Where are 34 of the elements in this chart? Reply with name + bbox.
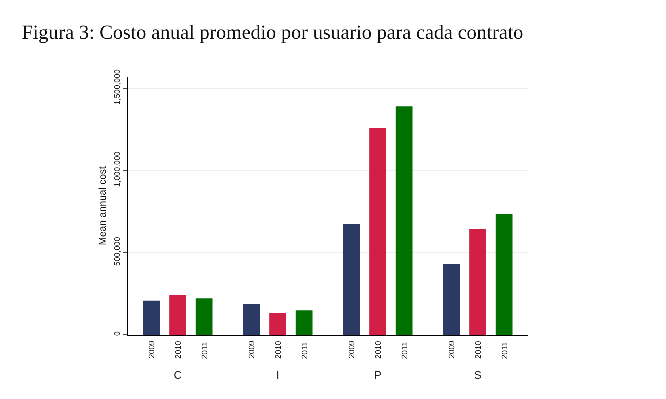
- bar: [296, 310, 313, 335]
- x-tick-label: P: [374, 370, 382, 382]
- text: 2011: [400, 342, 410, 360]
- text: 2009: [148, 340, 157, 359]
- text: 2011: [500, 342, 510, 360]
- bar: [396, 106, 413, 335]
- text: 2011: [200, 342, 210, 360]
- text: 2010: [374, 341, 383, 359]
- bar: [196, 298, 213, 335]
- bar: [270, 312, 286, 335]
- bar: [370, 128, 386, 335]
- text: 2011: [300, 342, 310, 360]
- bar: [143, 300, 160, 335]
- bar: [443, 264, 460, 335]
- bar: [170, 295, 186, 335]
- y-tick-label: 500,000: [112, 236, 122, 266]
- x-tick-label: C: [174, 370, 182, 382]
- text: 2009: [248, 340, 257, 359]
- text: 2009: [348, 340, 357, 359]
- bar: [470, 229, 486, 335]
- text: 2010: [274, 341, 283, 359]
- y-axis-title: Mean annual cost: [98, 166, 109, 246]
- bar: [343, 224, 360, 335]
- bar: [496, 214, 513, 335]
- text: 2010: [474, 341, 483, 359]
- y-tick-label: 0: [112, 331, 122, 336]
- x-tick-label: S: [474, 370, 482, 382]
- y-tick-label: 1,500,000: [112, 68, 122, 106]
- bar: [243, 304, 260, 335]
- text: 2009: [448, 340, 457, 359]
- chart-title: Figura 3: Costo anual promedio por usuario para cada contrato: [22, 22, 524, 44]
- text: 2010: [174, 340, 183, 359]
- y-tick-label: 1,000,000: [112, 151, 122, 188]
- x-tick-label: I: [276, 370, 280, 382]
